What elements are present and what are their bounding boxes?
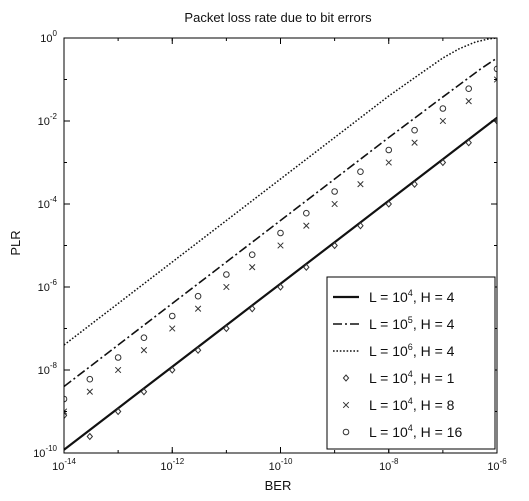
legend-label: L = 104, H = 16 [369, 423, 462, 440]
series-6-point-11 [331, 188, 338, 195]
x-tick-label: 10-10 [269, 457, 293, 473]
legend-label: L = 104, H = 1 [369, 369, 455, 386]
legend-marker [342, 401, 350, 409]
series-4-point-3 [114, 407, 122, 416]
x-axis-label: BER [265, 478, 292, 493]
series-4-point-8 [248, 304, 256, 313]
series-5-point-5 [169, 325, 176, 332]
series-4-point-17 [493, 117, 497, 125]
y-tick-label: 10-6 [38, 278, 58, 294]
series-6-point-10 [303, 209, 310, 217]
series-3-line [64, 38, 497, 346]
series-clip-group [64, 38, 497, 451]
series-6-point-9 [277, 229, 284, 237]
series-5-point-11 [331, 200, 338, 208]
legend-item-4: L = 104, H = 1 [342, 369, 455, 386]
series-5-point-2 [86, 388, 93, 395]
series-6-point-6 [194, 292, 202, 300]
y-tick-label: 10-10 [33, 444, 57, 460]
series-5-point-8 [249, 264, 256, 271]
series-6-point-16 [465, 85, 472, 93]
legend: L = 104, H = 4 L = 105, H = 4 L = 106, H =… [326, 276, 496, 450]
x-tick-label: 10-12 [160, 457, 184, 473]
series-4-point-4 [140, 387, 148, 396]
series-5-point-3 [114, 366, 122, 374]
series-2-line [64, 57, 497, 388]
legend-item-5: L = 104, H = 8 [342, 396, 455, 413]
series-5-point-7 [223, 283, 230, 291]
series-5 [64, 76, 497, 415]
series-6-point-8 [248, 251, 256, 259]
series-4-point-12 [357, 221, 364, 230]
legend-marker [342, 428, 350, 436]
series-4 [64, 117, 497, 441]
x-tick-label: 10-14 [52, 457, 76, 473]
series-2 [64, 57, 497, 388]
series-4-point-11 [331, 241, 338, 250]
y-axis-label: PLR [8, 230, 23, 255]
legend-label: L = 105, H = 4 [369, 315, 455, 332]
series-6-point-17 [493, 65, 497, 73]
series-5-point-6 [194, 305, 202, 312]
legend-marker [342, 374, 350, 382]
x-tick-label: 10-8 [379, 457, 399, 473]
series-4-point-6 [194, 346, 202, 354]
series-4-point-13 [385, 200, 393, 208]
series-5-point-10 [303, 222, 310, 229]
y-tick-label: 10-8 [38, 361, 58, 377]
series-4-point-9 [277, 283, 284, 291]
legend-label: L = 106, H = 4 [369, 342, 455, 359]
series-6-point-12 [357, 168, 364, 176]
series-6-point-15 [439, 105, 447, 112]
y-tick-label: 10-4 [38, 195, 58, 211]
series-4-point-2 [86, 432, 94, 441]
legend-item-3: L = 106, H = 4 [333, 342, 455, 359]
series-5-point-13 [385, 159, 392, 166]
series-4-point-10 [303, 263, 310, 271]
series-layer [64, 38, 497, 451]
series-4-point-7 [223, 324, 230, 333]
chart-title: Packet loss rate due to bit errors [184, 10, 372, 25]
series-5-point-17 [493, 76, 497, 83]
legend-label: L = 104, H = 4 [369, 288, 455, 305]
series-5-point-14 [411, 139, 418, 146]
legend-item-1: L = 104, H = 4 [333, 288, 455, 305]
legend-box [326, 276, 496, 450]
series-6 [64, 65, 497, 403]
y-tick-label: 10-2 [38, 112, 58, 128]
series-6-point-5 [168, 312, 176, 320]
series-4-point-5 [168, 366, 176, 374]
legend-label: L = 104, H = 8 [369, 396, 455, 413]
legend-item-2: L = 105, H = 4 [333, 315, 455, 332]
series-5-point-1 [64, 408, 68, 415]
x-tick-label: 10-6 [487, 457, 507, 473]
series-6-point-2 [86, 375, 94, 383]
series-5-point-12 [357, 181, 364, 188]
series-6-point-3 [114, 354, 122, 361]
series-4-point-15 [439, 158, 447, 167]
series-3 [64, 38, 497, 346]
series-6-point-4 [140, 334, 148, 342]
series-6-point-14 [411, 126, 418, 134]
series-5-point-15 [439, 117, 447, 125]
series-4-point-16 [465, 138, 472, 147]
y-tick-label: 100 [40, 29, 57, 45]
series-6-point-7 [223, 271, 230, 278]
series-5-point-4 [140, 347, 148, 354]
series-5-point-9 [277, 242, 284, 249]
series-4-point-1 [64, 411, 68, 420]
series-5-point-16 [465, 98, 472, 105]
legend-item-6: L = 104, H = 16 [342, 423, 462, 440]
series-4-point-14 [411, 180, 418, 188]
series-6-point-13 [385, 146, 393, 154]
